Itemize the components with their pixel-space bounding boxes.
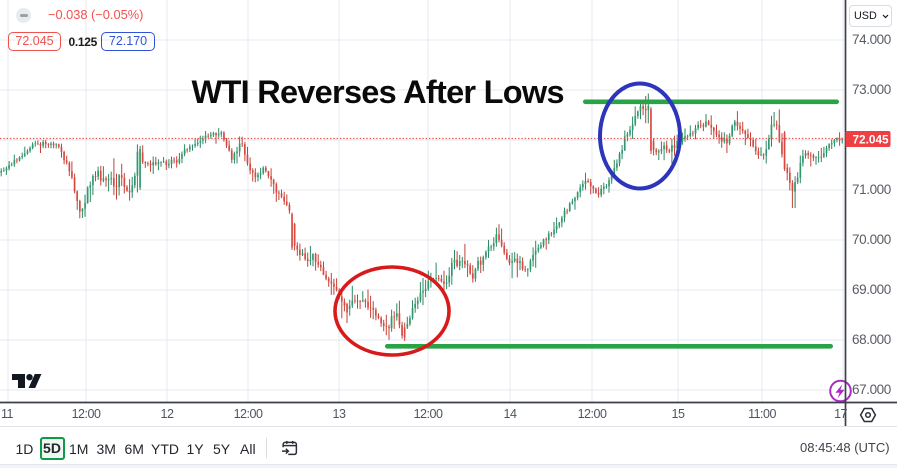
svg-text:12:00: 12:00 <box>414 407 443 421</box>
svg-text:73.000: 73.000 <box>852 82 891 97</box>
svg-text:68.000: 68.000 <box>852 332 891 347</box>
svg-text:67.000: 67.000 <box>852 382 891 397</box>
svg-text:12:00: 12:00 <box>578 407 607 421</box>
svg-text:13: 13 <box>333 407 346 421</box>
svg-text:15: 15 <box>672 407 685 421</box>
svg-text:12:00: 12:00 <box>72 407 101 421</box>
svg-text:11: 11 <box>1 407 14 421</box>
svg-text:72.045: 72.045 <box>853 132 890 146</box>
svg-text:WTI Reverses After Lows: WTI Reverses After Lows <box>192 74 564 110</box>
svg-text:71.000: 71.000 <box>852 182 891 197</box>
svg-text:12: 12 <box>161 407 174 421</box>
svg-text:69.000: 69.000 <box>852 282 891 297</box>
svg-text:11:00: 11:00 <box>748 407 776 421</box>
svg-text:74.000: 74.000 <box>852 32 891 47</box>
svg-text:70.000: 70.000 <box>852 232 891 247</box>
svg-text:14: 14 <box>504 407 517 421</box>
svg-text:12:00: 12:00 <box>234 407 263 421</box>
svg-text:17: 17 <box>834 407 847 421</box>
